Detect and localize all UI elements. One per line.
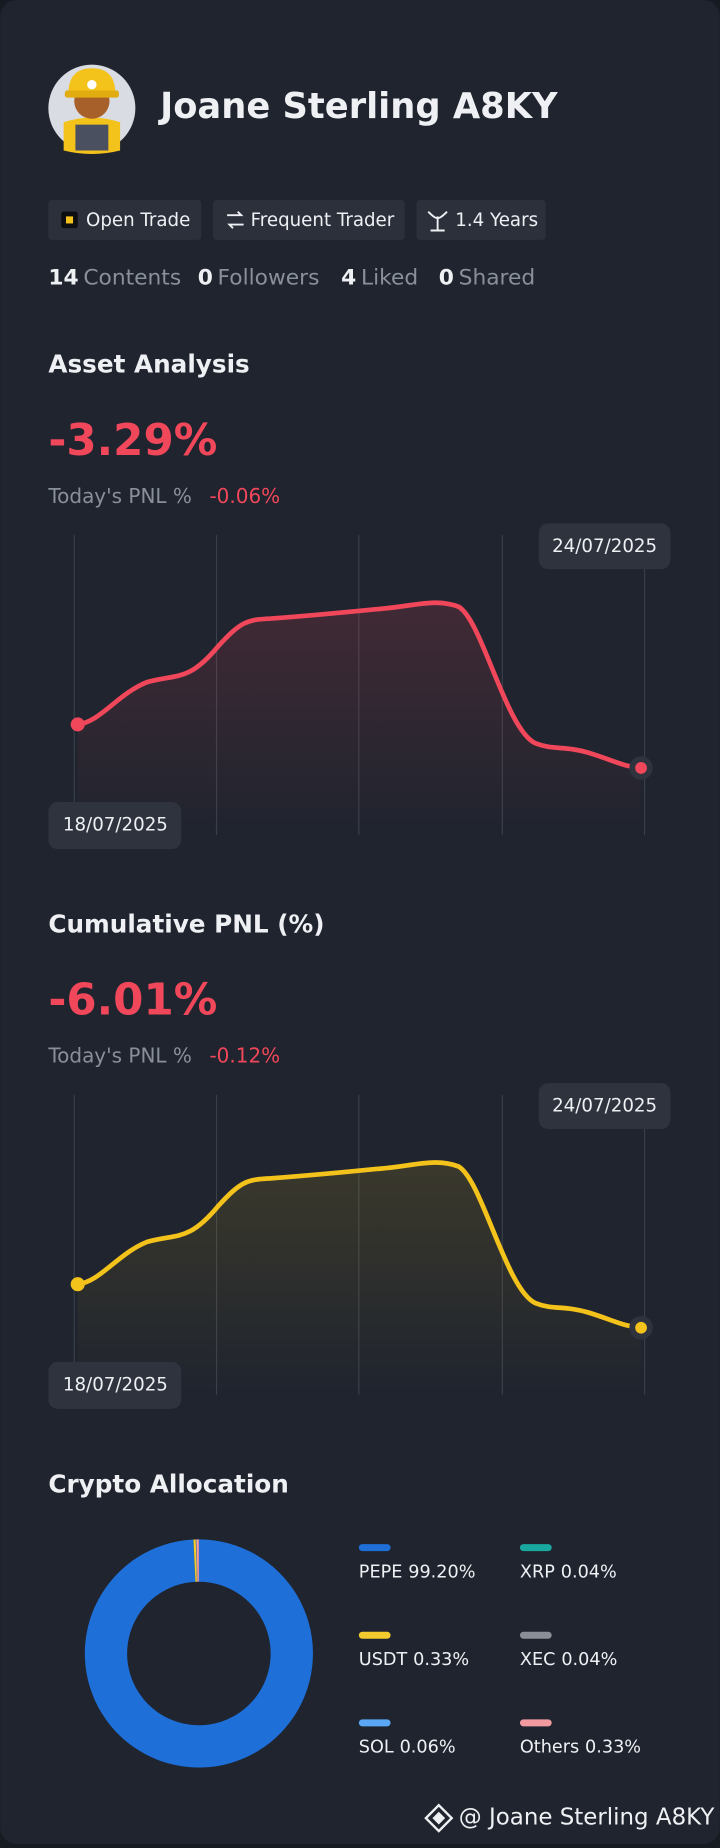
stat-count: 0 — [439, 266, 454, 291]
end-date: 24/07/2025 — [552, 536, 657, 557]
legend-name: PEPE — [359, 1562, 403, 1582]
area — [77, 1162, 642, 1395]
pnl-value: -3.29% — [48, 416, 217, 466]
start-dot — [70, 717, 85, 732]
stats: 14 Contents 0 Followers 4 Liked 0 Shared — [48, 266, 535, 291]
tag-label: Open Trade — [86, 210, 190, 231]
end-dot — [635, 1321, 647, 1334]
legend-value: 99.20% — [408, 1562, 475, 1582]
section-title: Cumulative PNL (%) — [48, 910, 324, 939]
date-badge — [48, 1361, 182, 1409]
legend-entry: PEPE 99.20% — [359, 1562, 476, 1582]
stat: 0 Shared — [439, 266, 535, 291]
legend-value: 0.04% — [561, 1650, 617, 1670]
legend-entry: SOL 0.06% — [359, 1738, 456, 1758]
pie-slice — [195, 1539, 198, 1582]
tag: Frequent Trader — [212, 199, 405, 240]
stat: 14 Contents — [48, 266, 181, 291]
avatar — [48, 64, 136, 155]
today-label: Today's PNL % — [47, 484, 192, 508]
tag-label: Frequent Trader — [251, 210, 395, 231]
legend-name: XRP — [520, 1562, 555, 1582]
today-value: -0.06% — [209, 484, 280, 508]
date-badge — [538, 523, 671, 570]
pie-slice — [196, 1539, 199, 1582]
legend: PEPE 99.20% XRP 0.04%USDT 0.33% XEC 0.04%SOL 0.… — [358, 1544, 641, 1758]
legend-value: 0.33% — [585, 1738, 641, 1758]
stat-count: 4 — [341, 266, 356, 291]
legend-swatch — [358, 1544, 391, 1552]
legend-entry: XEC 0.04% — [520, 1650, 617, 1670]
start-dot — [70, 1277, 85, 1292]
section-title: Crypto Allocation — [48, 1469, 289, 1498]
footer: @ Joane Sterling A8KY — [424, 1803, 716, 1833]
area — [77, 602, 642, 835]
stat-label: Liked — [361, 266, 418, 291]
end-date: 24/07/2025 — [552, 1096, 657, 1117]
start-date: 18/07/2025 — [63, 815, 168, 836]
legend-swatch — [519, 1631, 552, 1639]
legend-entry: XRP 0.04% — [520, 1562, 617, 1582]
today-label: Today's PNL % — [47, 1044, 192, 1068]
stat: 0 Followers — [198, 266, 320, 291]
end-dot — [635, 762, 647, 774]
date-badge — [538, 1083, 671, 1129]
pie-slice — [84, 1539, 313, 1768]
start-date: 18/07/2025 — [63, 1374, 168, 1395]
footer-handle: @ Joane Sterling A8KY — [459, 1805, 716, 1831]
date-badge — [48, 802, 182, 850]
legend-name: Others — [520, 1738, 579, 1758]
legend-swatch — [358, 1719, 391, 1727]
stat-label: Shared — [459, 266, 536, 291]
today-value: -0.12% — [209, 1044, 280, 1068]
stat-label: Contents — [83, 266, 181, 291]
tag-label: 1.4 Years — [455, 210, 538, 231]
legend-swatch — [519, 1544, 552, 1552]
legend-swatch — [358, 1631, 391, 1639]
stat-count: 14 — [48, 266, 78, 291]
stat-label: Followers — [218, 266, 320, 291]
pie-slice — [196, 1539, 198, 1582]
pie-slice — [193, 1539, 197, 1582]
tag: Open Trade — [48, 199, 202, 240]
tag: 1.4 Years — [416, 199, 546, 240]
legend-name: USDT — [359, 1650, 408, 1670]
legend-value: 0.04% — [561, 1562, 617, 1582]
legend-name: SOL — [359, 1738, 394, 1758]
legend-name: XEC — [520, 1650, 556, 1670]
legend-entry: Others 0.33% — [520, 1738, 641, 1758]
legend-value: 0.06% — [400, 1738, 456, 1758]
pie-slice — [193, 1539, 196, 1582]
legend-value: 0.33% — [413, 1650, 469, 1670]
legend-swatch — [519, 1719, 552, 1727]
user-name: Joane Sterling A8KY — [158, 86, 558, 127]
legend-entry: USDT 0.33% — [359, 1650, 469, 1670]
pnl-value: -6.01% — [48, 976, 217, 1026]
donut-chart — [84, 1539, 313, 1768]
cumulative-pnl: Cumulative PNL (%) -6.01% Today's PNL % … — [47, 910, 671, 1409]
stat: 4 Liked — [341, 266, 418, 291]
stat-count: 0 — [198, 266, 213, 291]
asset-analysis: Asset Analysis -3.29% Today's PNL % -0.0… — [47, 350, 671, 850]
section-title: Asset Analysis — [48, 350, 249, 379]
